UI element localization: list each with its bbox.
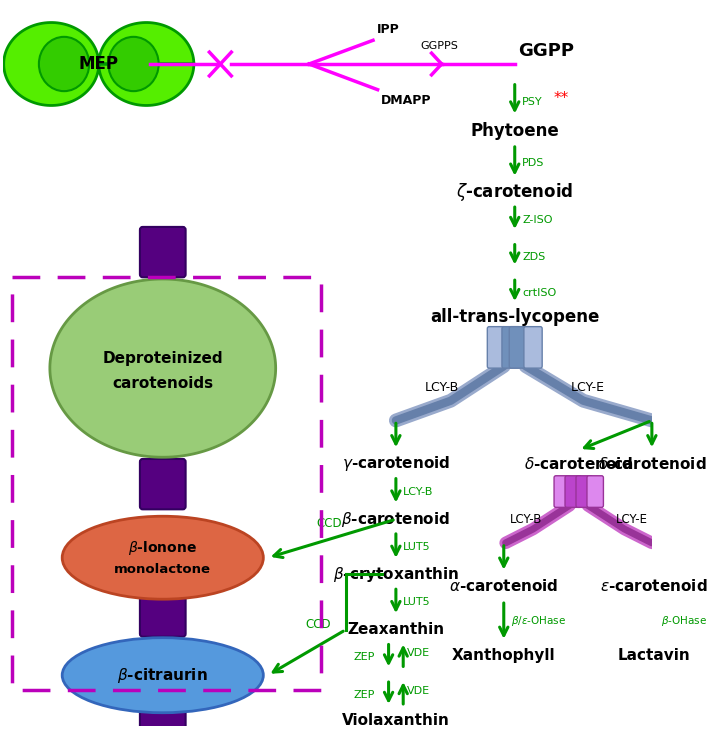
Text: $\beta$/$\varepsilon$-OHase: $\beta$/$\varepsilon$-OHase bbox=[511, 614, 566, 628]
Text: ZEP: ZEP bbox=[354, 652, 375, 662]
Text: Phytoene: Phytoene bbox=[470, 122, 559, 140]
Polygon shape bbox=[50, 279, 275, 458]
Text: Z-ISO: Z-ISO bbox=[522, 215, 552, 225]
Text: Xanthophyll: Xanthophyll bbox=[452, 648, 556, 663]
FancyBboxPatch shape bbox=[576, 476, 592, 507]
Text: CCD: CCD bbox=[305, 619, 331, 632]
FancyBboxPatch shape bbox=[524, 326, 542, 368]
Text: crtISO: crtISO bbox=[522, 288, 557, 298]
FancyBboxPatch shape bbox=[565, 476, 581, 507]
Text: LCY-B: LCY-B bbox=[403, 487, 434, 496]
Text: **: ** bbox=[553, 91, 569, 106]
Text: LCY-B: LCY-B bbox=[425, 381, 459, 395]
FancyBboxPatch shape bbox=[140, 597, 185, 637]
Text: $\alpha$-carotenoid: $\alpha$-carotenoid bbox=[449, 578, 559, 594]
Text: PDS: PDS bbox=[522, 157, 545, 168]
Text: $\beta$-lonone: $\beta$-lonone bbox=[129, 539, 197, 557]
Text: $\beta$-citraurin: $\beta$-citraurin bbox=[117, 665, 208, 684]
Text: all-trans-lycopene: all-trans-lycopene bbox=[430, 307, 599, 326]
Polygon shape bbox=[4, 23, 194, 105]
Text: $\delta$-carotenoid: $\delta$-carotenoid bbox=[525, 456, 633, 472]
Text: LCY-E: LCY-E bbox=[571, 381, 605, 395]
Text: $\beta$-crytoxanthin: $\beta$-crytoxanthin bbox=[333, 565, 459, 584]
Text: LUT5: LUT5 bbox=[403, 597, 431, 607]
Text: NSY: NSY bbox=[0, 731, 1, 732]
Text: Deproteinized: Deproteinized bbox=[102, 351, 223, 366]
Text: CCD: CCD bbox=[317, 517, 342, 530]
Text: $\beta$-carotenoid: $\beta$-carotenoid bbox=[342, 509, 450, 529]
Text: LUT5: LUT5 bbox=[403, 542, 431, 552]
FancyBboxPatch shape bbox=[140, 227, 185, 277]
Text: $\delta$-carotenoid: $\delta$-carotenoid bbox=[598, 456, 706, 472]
Text: GGPP: GGPP bbox=[518, 42, 574, 60]
Text: VDE: VDE bbox=[407, 649, 430, 659]
Text: DMAPP: DMAPP bbox=[381, 94, 432, 107]
FancyBboxPatch shape bbox=[554, 476, 571, 507]
Text: VDE: VDE bbox=[407, 686, 430, 696]
FancyBboxPatch shape bbox=[502, 326, 520, 368]
Text: ZDS: ZDS bbox=[522, 252, 545, 261]
Text: Zeaxanthin: Zeaxanthin bbox=[347, 622, 444, 638]
Ellipse shape bbox=[109, 37, 158, 92]
Text: $\zeta$-carotenoid: $\zeta$-carotenoid bbox=[456, 182, 574, 203]
Text: Violaxanthin: Violaxanthin bbox=[342, 713, 450, 728]
FancyBboxPatch shape bbox=[587, 476, 604, 507]
Text: MEP: MEP bbox=[79, 55, 119, 73]
Text: LCY-B: LCY-B bbox=[510, 512, 542, 526]
Text: Lactavin: Lactavin bbox=[617, 648, 690, 663]
Text: IPP: IPP bbox=[377, 23, 400, 37]
Text: GGPPS: GGPPS bbox=[421, 41, 459, 51]
Ellipse shape bbox=[39, 37, 89, 92]
Ellipse shape bbox=[62, 516, 263, 600]
Text: PSY: PSY bbox=[522, 97, 542, 107]
FancyBboxPatch shape bbox=[487, 326, 506, 368]
Text: $\varepsilon$-carotenoid: $\varepsilon$-carotenoid bbox=[600, 578, 707, 594]
Text: Neoxanthin: Neoxanthin bbox=[0, 731, 1, 732]
Text: LCY-E: LCY-E bbox=[616, 512, 648, 526]
Text: monolactone: monolactone bbox=[114, 563, 212, 576]
Text: $\beta$-OHase: $\beta$-OHase bbox=[661, 614, 707, 628]
Text: ZEP: ZEP bbox=[354, 690, 375, 700]
Ellipse shape bbox=[62, 638, 263, 713]
Bar bbox=[12, 277, 321, 690]
FancyBboxPatch shape bbox=[509, 326, 528, 368]
FancyBboxPatch shape bbox=[140, 459, 185, 509]
Text: carotenoids: carotenoids bbox=[112, 376, 213, 392]
FancyBboxPatch shape bbox=[140, 710, 185, 732]
Text: $\gamma$-carotenoid: $\gamma$-carotenoid bbox=[342, 455, 450, 474]
